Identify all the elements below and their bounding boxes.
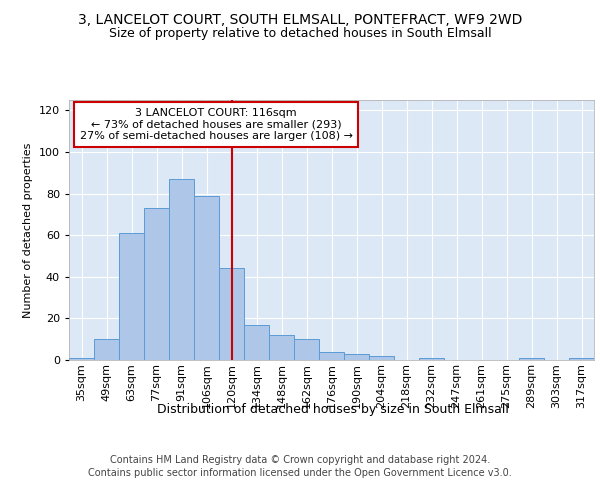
Bar [569,358,594,360]
Bar [419,358,444,360]
Text: Contains HM Land Registry data © Crown copyright and database right 2024.: Contains HM Land Registry data © Crown c… [110,455,490,465]
Bar [119,233,144,360]
Bar [269,335,294,360]
Bar [244,324,269,360]
Text: 3 LANCELOT COURT: 116sqm
← 73% of detached houses are smaller (293)
27% of semi-: 3 LANCELOT COURT: 116sqm ← 73% of detach… [79,108,353,141]
Bar [69,358,94,360]
Bar [369,356,394,360]
Bar [169,179,194,360]
Bar [194,196,219,360]
Bar [319,352,344,360]
Bar [144,208,169,360]
Text: Size of property relative to detached houses in South Elmsall: Size of property relative to detached ho… [109,28,491,40]
Bar [219,268,244,360]
Bar [94,339,119,360]
Bar [344,354,369,360]
Text: Distribution of detached houses by size in South Elmsall: Distribution of detached houses by size … [157,402,509,415]
Text: Contains public sector information licensed under the Open Government Licence v3: Contains public sector information licen… [88,468,512,477]
Bar [519,358,544,360]
Y-axis label: Number of detached properties: Number of detached properties [23,142,33,318]
Text: 3, LANCELOT COURT, SOUTH ELMSALL, PONTEFRACT, WF9 2WD: 3, LANCELOT COURT, SOUTH ELMSALL, PONTEF… [78,12,522,26]
Bar [294,339,319,360]
